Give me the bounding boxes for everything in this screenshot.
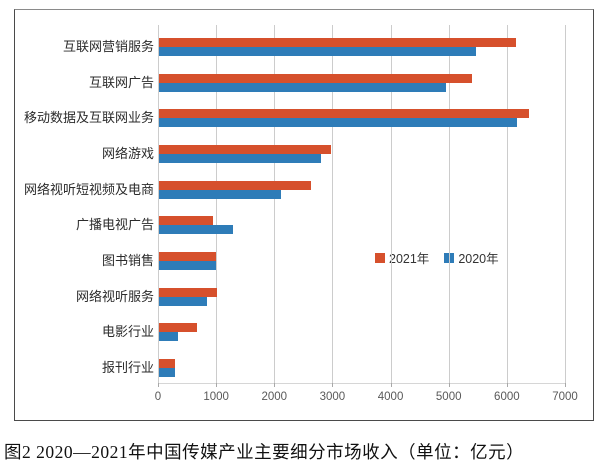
bar-chart: 2021年 2020年 0 1000 2000 3000 4000 5000 6000 7000… [14, 9, 594, 421]
gridline [565, 25, 566, 383]
category-label: 网络游戏 [101, 146, 154, 161]
legend-label: 2021年 [389, 252, 430, 266]
x-axis-tick [216, 383, 218, 387]
legend: 2021年 2020年 [375, 248, 499, 267]
category-label: 报刊行业 [101, 360, 154, 376]
figure-caption: 图2 2020—2021年中国传媒产业主要细分市场收入（单位：亿元） [4, 442, 525, 462]
bar-2021年 [159, 38, 516, 47]
bar-2020年 [159, 154, 321, 163]
gridline [332, 25, 334, 383]
x-axis-tick [390, 383, 392, 387]
gridline [448, 25, 450, 383]
x-axis-tick-label: 2000 [261, 391, 288, 403]
bar-2021年 [159, 180, 312, 190]
bar-2021年 [159, 252, 217, 262]
legend-item: 2021年 [375, 248, 429, 267]
bar-2021年 [159, 145, 331, 154]
x-axis-tick [448, 383, 450, 387]
category-label: 网络视听服务 [75, 288, 154, 304]
bar-2021年 [159, 287, 217, 297]
x-axis-tick [158, 383, 159, 387]
bar-2020年 [159, 296, 208, 306]
x-axis-tick-label: 6000 [494, 391, 520, 403]
gridline [390, 25, 392, 383]
x-axis-tick [565, 383, 566, 387]
bar-2020年 [159, 189, 282, 199]
x-axis-line [158, 383, 565, 384]
bar-2020年 [159, 261, 216, 271]
x-axis-tick-label: 0 [154, 391, 162, 403]
x-axis-tick [332, 383, 334, 387]
legend-item: 2020年 [444, 248, 499, 267]
gridline [506, 25, 508, 383]
x-axis-tick-label: 3000 [319, 391, 346, 403]
category-label: 广播电视广告 [75, 217, 154, 233]
bar-2021年 [159, 359, 175, 369]
category-label: 互联网营销服务 [62, 39, 154, 54]
x-axis-tick-label: 5000 [435, 391, 462, 403]
x-axis-tick-label: 1000 [203, 391, 229, 403]
bar-2020年 [159, 82, 446, 92]
bar-2021年 [159, 109, 529, 119]
bar-2020年 [159, 47, 476, 56]
bar-2020年 [159, 225, 233, 235]
category-label: 网络视听短视频及电商 [23, 181, 154, 197]
x-axis-tick [506, 383, 508, 387]
legend-swatch-icon [375, 252, 385, 263]
category-label: 互联网广告 [88, 74, 154, 90]
bar-2020年 [159, 368, 176, 378]
category-label: 电影行业 [101, 324, 154, 340]
bar-2021年 [159, 323, 197, 333]
bar-2021年 [159, 73, 473, 83]
x-axis-tick [274, 383, 276, 387]
x-axis-tick-label: 4000 [377, 391, 404, 403]
bar-2020年 [159, 332, 178, 342]
legend-label: 2020年 [458, 252, 499, 266]
gridline [158, 25, 159, 383]
x-axis-tick-label: 7000 [552, 391, 578, 403]
gridline [274, 25, 276, 383]
category-label: 图书销售 [101, 253, 154, 269]
bar-2020年 [159, 118, 518, 128]
bar-2021年 [159, 216, 214, 226]
category-label: 移动数据及互联网业务 [23, 110, 154, 126]
gridline [216, 25, 218, 383]
